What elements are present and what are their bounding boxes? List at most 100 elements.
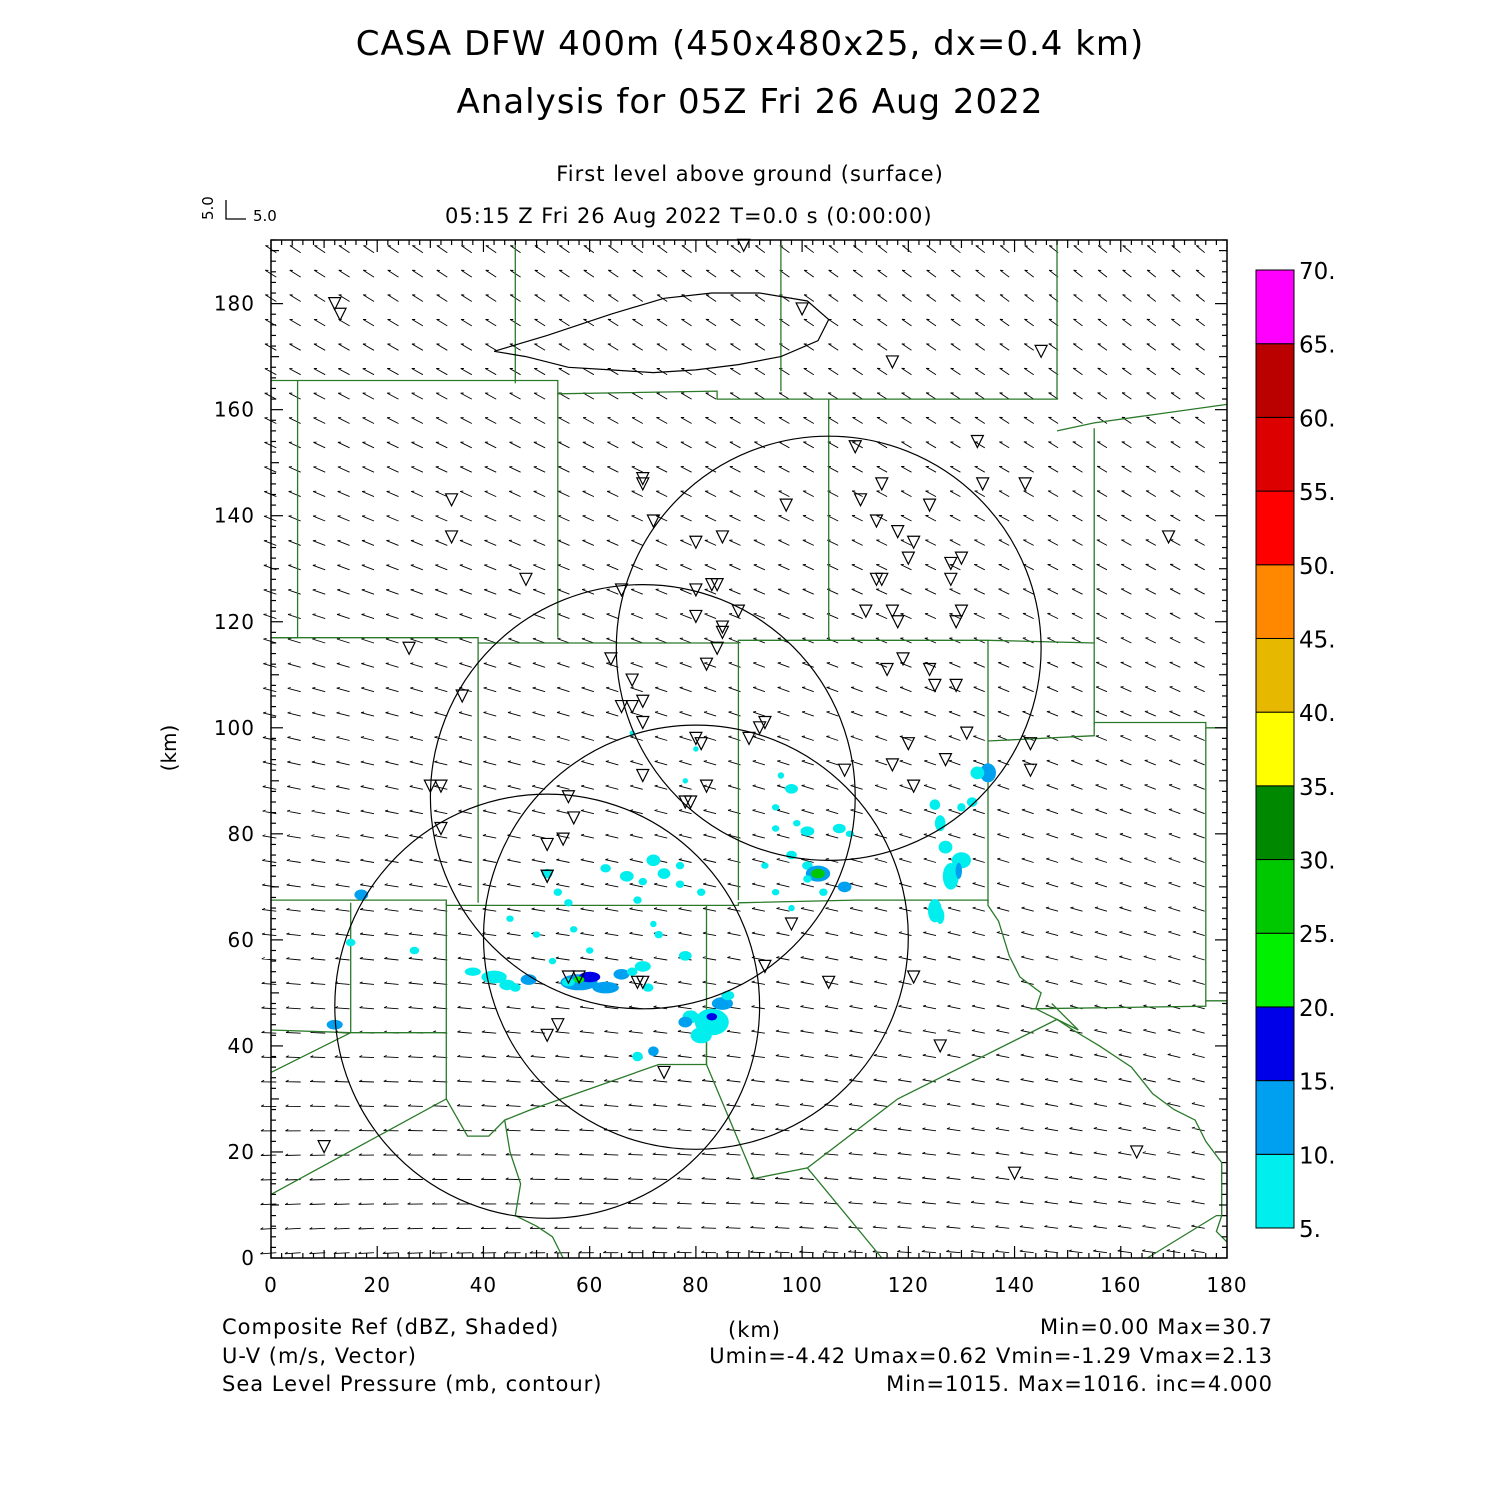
- station-marker: [906, 970, 921, 985]
- station-marker: [1161, 530, 1176, 545]
- station-marker: [455, 689, 470, 704]
- station-marker: [779, 498, 794, 513]
- colorbar-label: 40.: [1299, 701, 1336, 727]
- station-marker: [317, 1140, 332, 1154]
- echo-cell: [619, 871, 634, 882]
- echo-cell: [761, 862, 769, 869]
- colorbar-label: 5.: [1299, 1217, 1321, 1243]
- echo-cell: [771, 889, 780, 896]
- echo-cell: [650, 920, 657, 928]
- station-marker: [757, 715, 772, 730]
- colorbar-swatch: [1255, 416, 1295, 492]
- footer-left-1: Composite Ref (dBZ, Shaded): [222, 1315, 560, 1339]
- station-markers: [317, 238, 1176, 1181]
- station-marker: [869, 514, 884, 529]
- y-tick-label: 80: [228, 822, 255, 846]
- valid-time-label: 05:15 Z Fri 26 Aug 2022 T=0.0 s (0:00:00…: [445, 204, 933, 228]
- echo-cell: [613, 969, 630, 980]
- colorbar-label: 25.: [1299, 922, 1336, 948]
- y-tick-label: 20: [228, 1140, 255, 1164]
- station-marker: [635, 715, 650, 730]
- footer-right-1: Min=0.00 Max=30.7: [1039, 1315, 1273, 1339]
- station-marker: [444, 530, 459, 545]
- station-marker: [561, 790, 576, 805]
- colorbar-label: 10.: [1299, 1143, 1336, 1169]
- county-line: [270, 1029, 351, 1034]
- station-marker: [752, 721, 767, 736]
- colorbar-swatch: [1255, 1006, 1295, 1082]
- colorbar-swatch: [1255, 490, 1295, 566]
- station-marker: [975, 477, 990, 492]
- x-tick-label: 100: [782, 1273, 823, 1297]
- wind-vectors: [260, 245, 1205, 1255]
- station-marker: [635, 471, 650, 486]
- footer-left-3: Sea Level Pressure (mb, contour): [222, 1372, 603, 1396]
- colorbar-swatch: [1255, 269, 1295, 345]
- colorbar-label: 20.: [1299, 996, 1336, 1022]
- station-marker: [1023, 763, 1038, 778]
- station-marker: [890, 525, 905, 539]
- x-tick-label: 180: [1206, 1273, 1247, 1297]
- vector-key: [225, 200, 246, 220]
- station-marker: [784, 917, 799, 932]
- echo-cell: [592, 981, 619, 994]
- echo-cell: [642, 983, 654, 992]
- echo-cell: [633, 896, 642, 904]
- station-marker: [540, 1028, 555, 1043]
- station-marker: [625, 673, 640, 688]
- station-marker: [906, 779, 921, 794]
- station-marker: [1018, 477, 1033, 492]
- y-tick-label: 40: [228, 1034, 255, 1058]
- echo-cell: [966, 797, 978, 807]
- colorbar-label: 70.: [1299, 259, 1336, 285]
- echo-cell: [345, 938, 356, 947]
- colorbar-label: 50.: [1299, 554, 1336, 580]
- station-marker: [646, 514, 661, 529]
- echo-cell: [697, 888, 706, 896]
- station-marker: [694, 737, 709, 752]
- echo-cell: [326, 1019, 343, 1030]
- x-tick-label: 160: [1100, 1273, 1141, 1297]
- county-line: [270, 1032, 447, 1195]
- echo-cell: [837, 881, 852, 893]
- county-line: [445, 1006, 708, 1137]
- station-marker: [327, 297, 342, 311]
- station-marker: [688, 609, 703, 624]
- echo-cell: [832, 823, 846, 834]
- echo-cell: [811, 868, 825, 879]
- station-marker: [858, 604, 873, 619]
- county-line: [270, 1032, 351, 1073]
- echo-cell: [936, 908, 945, 924]
- echo-cell: [675, 880, 685, 888]
- y-tick-label: 160: [214, 398, 255, 422]
- footer-right-2: Umin=-4.42 Umax=0.62 Vmin=-1.29 Vmax=2.1…: [709, 1344, 1273, 1368]
- x-tick-label: 80: [682, 1273, 709, 1297]
- station-marker: [885, 355, 900, 370]
- station-marker: [1023, 737, 1038, 752]
- station-marker: [795, 302, 810, 317]
- radar-ring: [334, 793, 761, 1219]
- echo-cell: [938, 840, 953, 854]
- county-line: [350, 902, 447, 1034]
- station-marker: [1034, 344, 1049, 359]
- colorbar-swatch: [1255, 1080, 1295, 1155]
- station-marker: [572, 970, 587, 985]
- station-marker: [625, 699, 640, 714]
- echo-cell: [579, 971, 601, 983]
- level-label: First level above ground (surface): [556, 162, 944, 186]
- radar-range-rings: [334, 435, 1042, 1219]
- station-marker: [710, 578, 725, 592]
- county-line: [271, 899, 989, 907]
- station-marker: [949, 678, 964, 693]
- echo-cell: [600, 864, 611, 873]
- x-tick-label: 20: [363, 1273, 390, 1297]
- echo-cell: [771, 825, 780, 832]
- station-marker: [742, 731, 756, 746]
- station-marker: [906, 535, 921, 550]
- county-line: [1205, 727, 1227, 1002]
- station-marker: [885, 758, 900, 773]
- echo-cell: [678, 1016, 693, 1028]
- echo-cell: [785, 784, 798, 794]
- county-line: [1146, 1214, 1227, 1259]
- station-marker: [683, 795, 698, 810]
